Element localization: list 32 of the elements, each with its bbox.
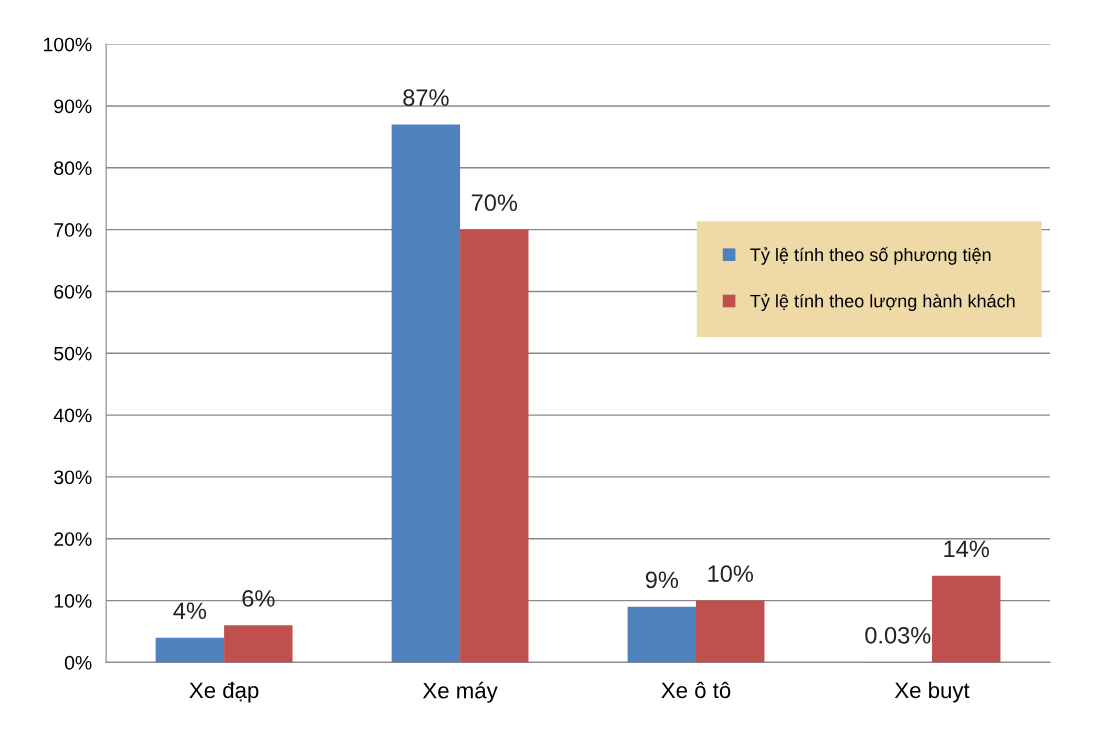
x-tick-label: Xe ô tô	[661, 681, 731, 699]
x-tick-label: Xe buyt	[894, 681, 970, 703]
y-tick-label: 10%	[54, 594, 92, 608]
bar	[627, 606, 697, 663]
data-label: 9%	[645, 571, 679, 589]
bar	[224, 625, 293, 663]
y-tick-label: 90%	[54, 99, 92, 114]
data-label: 70%	[471, 194, 518, 212]
data-label: 10%	[708, 565, 754, 583]
y-tick-label: 100%	[43, 37, 92, 52]
bar	[460, 229, 529, 663]
data-label: 87%	[403, 89, 449, 106]
y-tick-label: 70%	[54, 223, 92, 237]
y-tick-label: 60%	[54, 284, 92, 299]
bar	[932, 575, 1001, 663]
data-label: 14%	[944, 540, 989, 558]
y-tick-label: 80%	[54, 161, 92, 176]
bar	[696, 600, 765, 663]
x-tick-label: Xe đạp	[189, 681, 259, 703]
data-label: 6%	[242, 590, 275, 607]
legend-label: Tỷ lệ tính theo số phương tiện	[750, 247, 991, 265]
y-tick-label: 50%	[54, 346, 92, 361]
x-tick-label: Xe máy	[422, 681, 498, 703]
y-tick-label: 20%	[54, 532, 92, 546]
y-tick-label: 30%	[54, 470, 92, 485]
data-label: 4%	[173, 602, 207, 620]
y-tick-label: 0%	[64, 655, 92, 670]
bar	[391, 124, 461, 663]
bar	[155, 637, 225, 663]
y-tick-label: 40%	[53, 408, 92, 423]
data-label: 0.03%	[865, 626, 931, 644]
legend-label: Tỷ lệ tính theo lượng hành khách	[750, 293, 1015, 312]
